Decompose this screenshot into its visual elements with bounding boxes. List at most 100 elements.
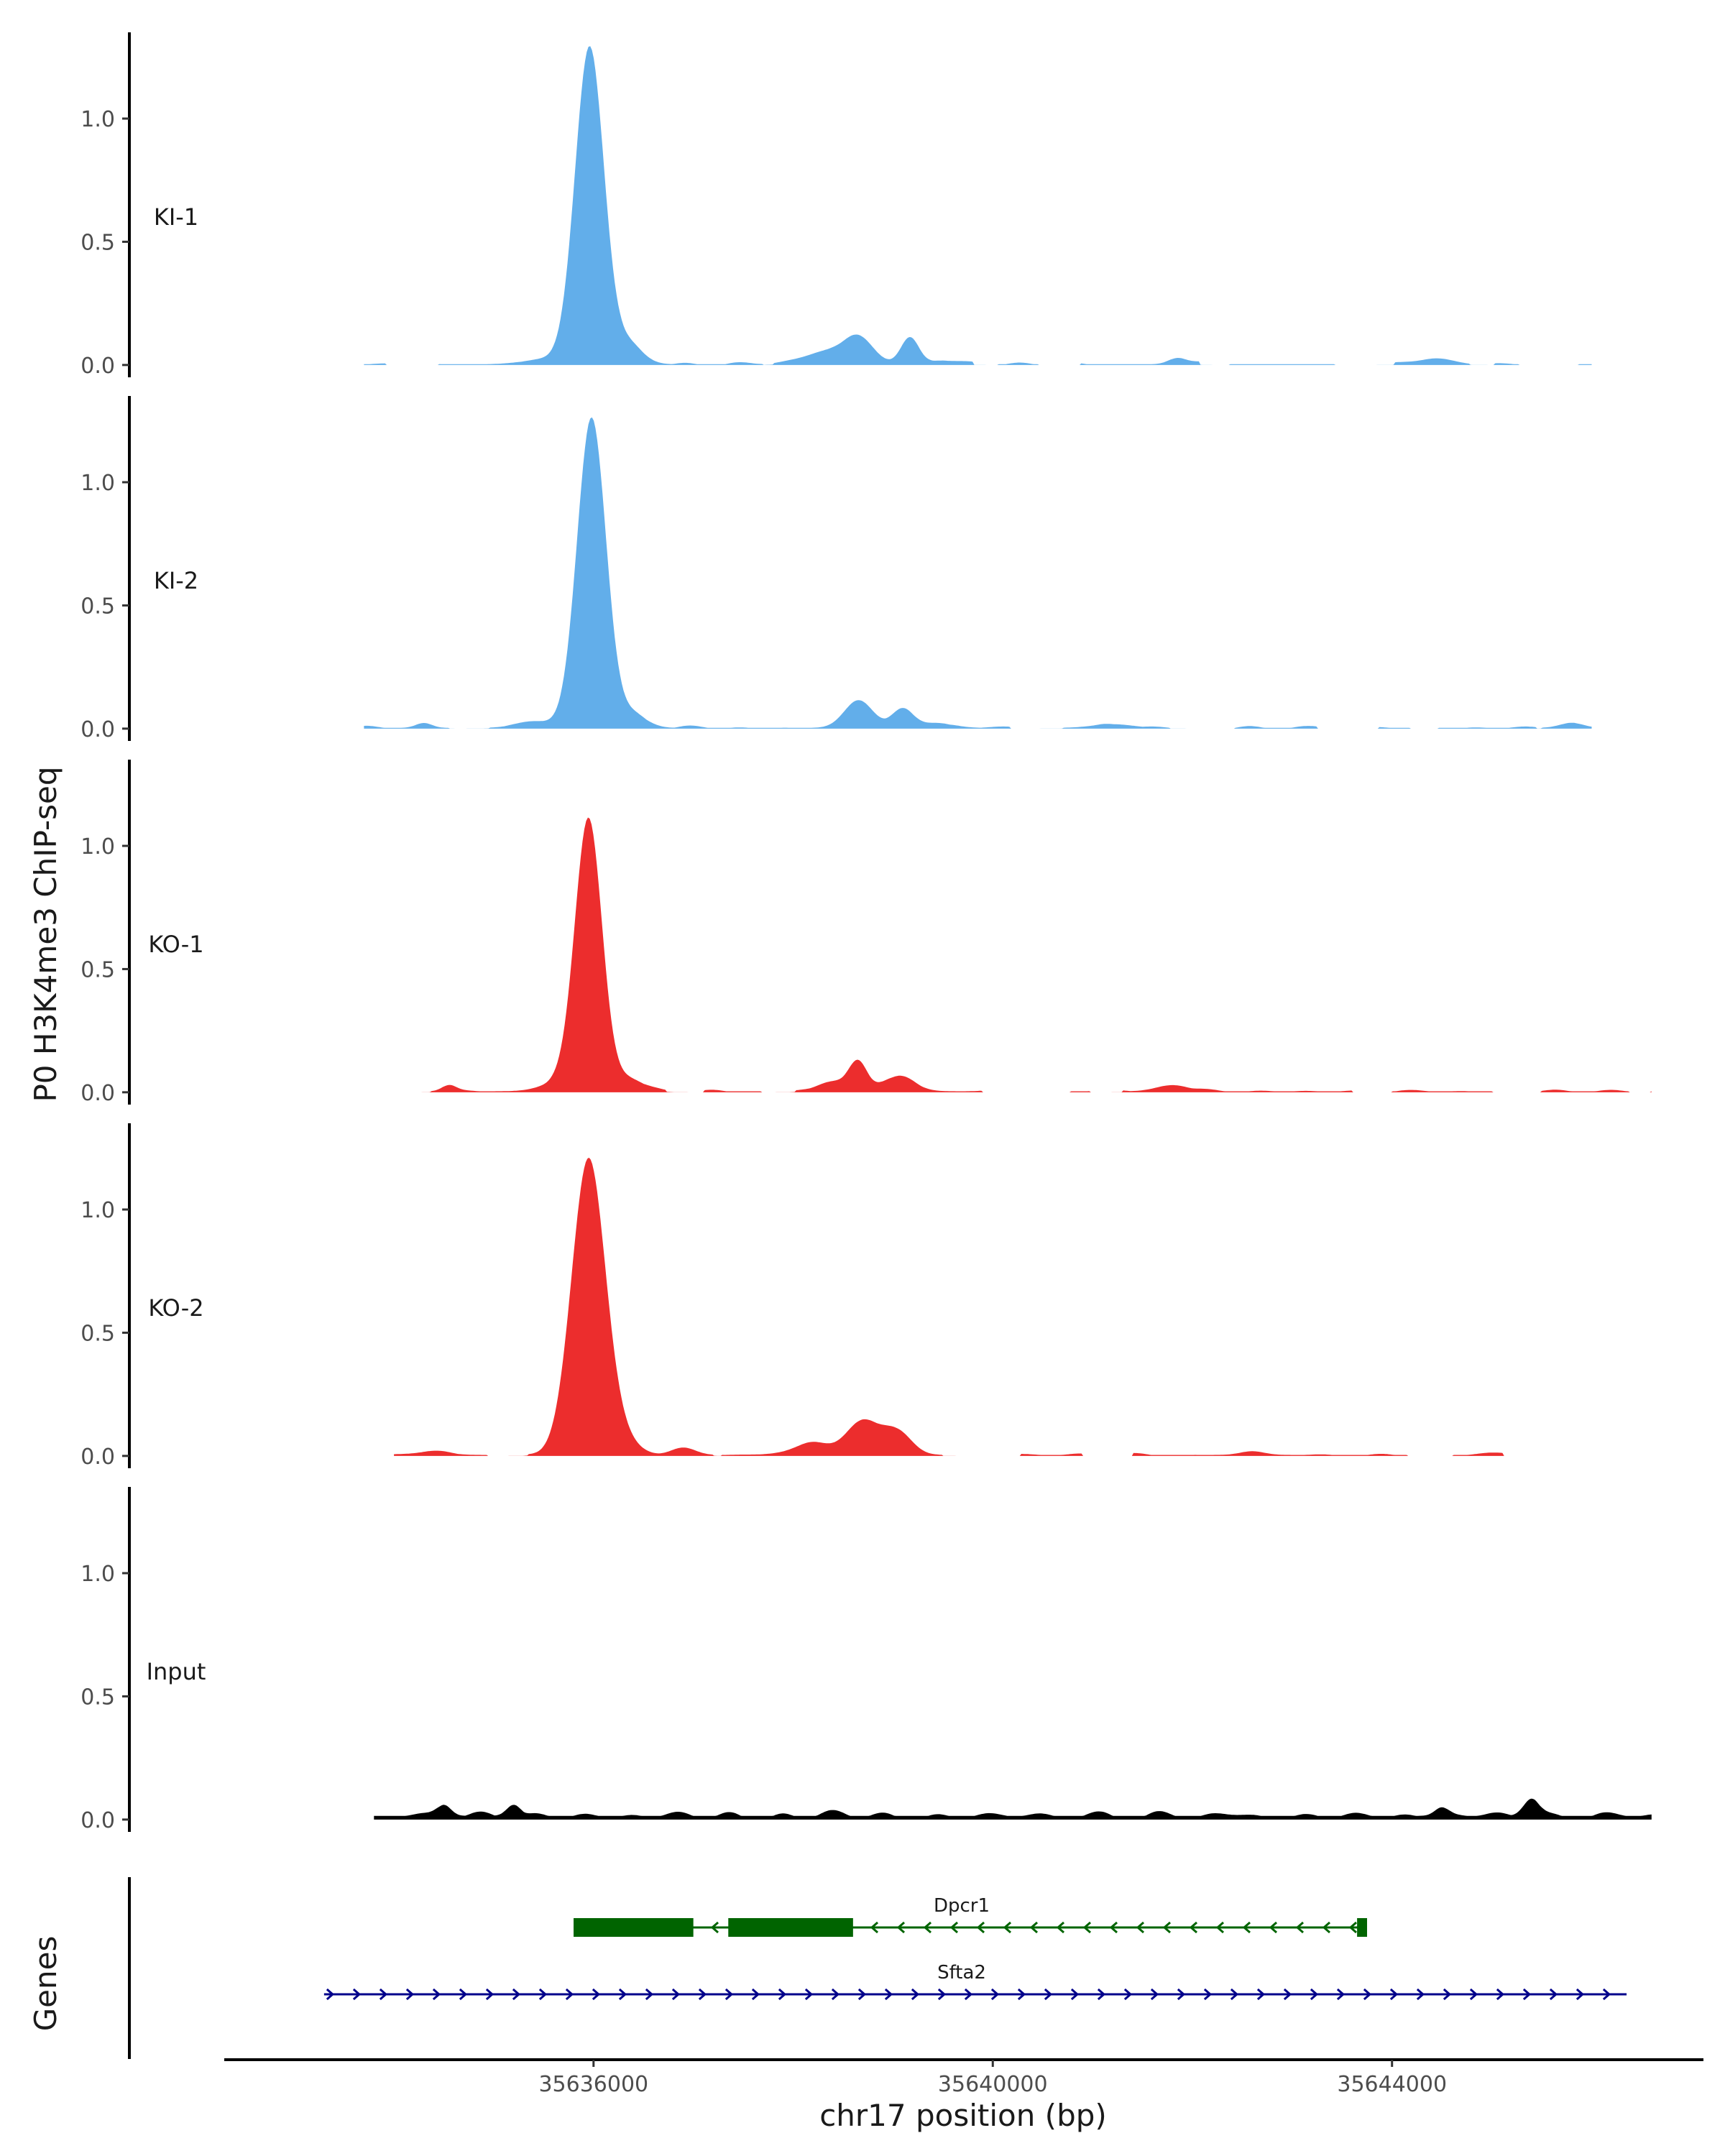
strand-arrow (976, 1921, 985, 1934)
x-tick-label: 35636000 (538, 2072, 648, 2097)
strand-arrow (949, 1921, 959, 1934)
x-tick-label: 35644000 (1337, 2072, 1447, 2097)
strand-arrow (1336, 1988, 1346, 2001)
track-panel-ki-1: 0.0 0.5 1.0 KI-1 (80, 32, 1592, 379)
strand-arrow (1070, 1988, 1080, 2001)
track-label: Input (147, 1658, 206, 1685)
strand-arrow (352, 1988, 362, 2001)
strand-arrow (1363, 1988, 1372, 2001)
x-axis-title: chr17 position (bp) (819, 2098, 1107, 2133)
y-tick-label: 1.0 (80, 471, 115, 496)
gene-name: Sfta2 (937, 1962, 986, 1984)
strand-arrow (1348, 1921, 1358, 1934)
strand-arrow (1177, 1988, 1186, 2001)
strand-arrow (831, 1988, 840, 2001)
track-panels: 0.00.51.0KI-10.00.51.0KI-20.00.51.0KO-10… (80, 32, 1652, 1833)
strand-arrow (1029, 1921, 1039, 1934)
track-panel-ko-1: 0.0 0.5 1.0 KO-1 (80, 760, 1652, 1106)
gene-dpcr1: Dpcr1 (574, 1895, 1368, 1937)
strand-arrow (937, 1988, 947, 2001)
genes-panel: Dpcr1 Sfta2 (128, 1877, 1627, 2059)
strand-arrow (751, 1988, 760, 2001)
strand-arrow (896, 1921, 906, 1934)
strand-arrow (1189, 1921, 1198, 1934)
strand-arrow (1056, 1921, 1065, 1934)
strand-arrow (538, 1988, 548, 2001)
strand-arrow (923, 1921, 932, 1934)
strand-arrow (1017, 1988, 1026, 2001)
strand-arrow (1549, 1988, 1558, 2001)
strand-arrow (1215, 1921, 1225, 1934)
strand-arrow (405, 1988, 415, 2001)
strand-arrow (710, 1921, 719, 1934)
strand-arrow (1269, 1921, 1278, 1934)
y-tick-label: 0.0 (80, 1445, 115, 1470)
y-tick-label: 0.5 (80, 1685, 115, 1710)
track-label: KI-2 (154, 567, 198, 594)
signal-area-ko-1 (394, 817, 1652, 1092)
strand-arrow (1322, 1921, 1331, 1934)
strand-arrow (1162, 1921, 1172, 1934)
strand-arrow (1109, 1921, 1118, 1934)
strand-arrow (1150, 1988, 1159, 2001)
y-tick-label: 0.0 (80, 717, 115, 742)
strand-arrow (911, 1988, 920, 2001)
strand-arrow (1044, 1988, 1053, 2001)
y-axis-title: P0 H3K4me3 ChIP-seq (28, 766, 63, 1102)
strand-arrow (964, 1988, 973, 2001)
strand-arrow (512, 1988, 521, 2001)
y-tick-label: 1.0 (80, 1198, 115, 1223)
strand-arrow (990, 1988, 1000, 2001)
signal-area-ki-2 (364, 417, 1592, 729)
strand-arrow (671, 1988, 681, 2001)
strand-arrow (1283, 1988, 1292, 2001)
strand-arrow (1389, 1988, 1399, 2001)
y-tick-label: 1.0 (80, 107, 115, 132)
strand-arrow (1123, 1988, 1133, 2001)
strand-arrow (1469, 1988, 1478, 2001)
x-tick-label: 35640000 (938, 2072, 1048, 2097)
strand-arrow (459, 1988, 468, 2001)
strand-arrow (1242, 1921, 1251, 1934)
strand-arrow (1443, 1988, 1452, 2001)
gene-name: Dpcr1 (934, 1895, 990, 1917)
strand-arrow (1576, 1988, 1585, 2001)
strand-arrow (1416, 1988, 1425, 2001)
strand-arrow (857, 1988, 867, 2001)
strand-arrow (326, 1988, 335, 2001)
strand-arrow (592, 1988, 601, 2001)
strand-arrow (432, 1988, 441, 2001)
y-tick-label: 0.0 (80, 1081, 115, 1106)
exon (1357, 1918, 1368, 1937)
strand-arrow (618, 1988, 627, 2001)
strand-arrow (1136, 1921, 1145, 1934)
y-tick-label: 1.0 (80, 834, 115, 860)
y-tick-label: 0.5 (80, 957, 115, 982)
signal-area-input (374, 1798, 1652, 1820)
strand-arrow (1522, 1988, 1532, 2001)
track-panel-input: 0.0 0.5 1.0 Input (80, 1487, 1652, 1833)
y-tick-label: 0.0 (80, 354, 115, 379)
strand-arrow (645, 1988, 654, 2001)
strand-arrow (1310, 1988, 1319, 2001)
strand-arrow (1295, 1921, 1305, 1934)
signal-area-ki-1 (364, 46, 1592, 365)
strand-arrow (870, 1921, 879, 1934)
gene-sfta2: Sfta2 (323, 1962, 1627, 2001)
strand-arrow (379, 1988, 388, 2001)
track-label: KO-1 (148, 931, 203, 958)
strand-arrow (1256, 1988, 1266, 2001)
track-label: KO-2 (148, 1294, 203, 1322)
strand-arrow (1003, 1921, 1012, 1934)
track-panel-ko-2: 0.0 0.5 1.0 KO-2 (80, 1123, 1532, 1470)
genes-axis-title: Genes (28, 1936, 63, 2032)
track-label: KI-1 (154, 203, 198, 231)
strand-arrow (565, 1988, 574, 2001)
strand-arrow (804, 1988, 814, 2001)
strand-arrow (1496, 1988, 1505, 2001)
strand-arrow (884, 1988, 893, 2001)
y-tick-label: 0.5 (80, 1321, 115, 1346)
track-panel-ki-2: 0.0 0.5 1.0 KI-2 (80, 396, 1592, 742)
strand-arrow (1097, 1988, 1106, 2001)
